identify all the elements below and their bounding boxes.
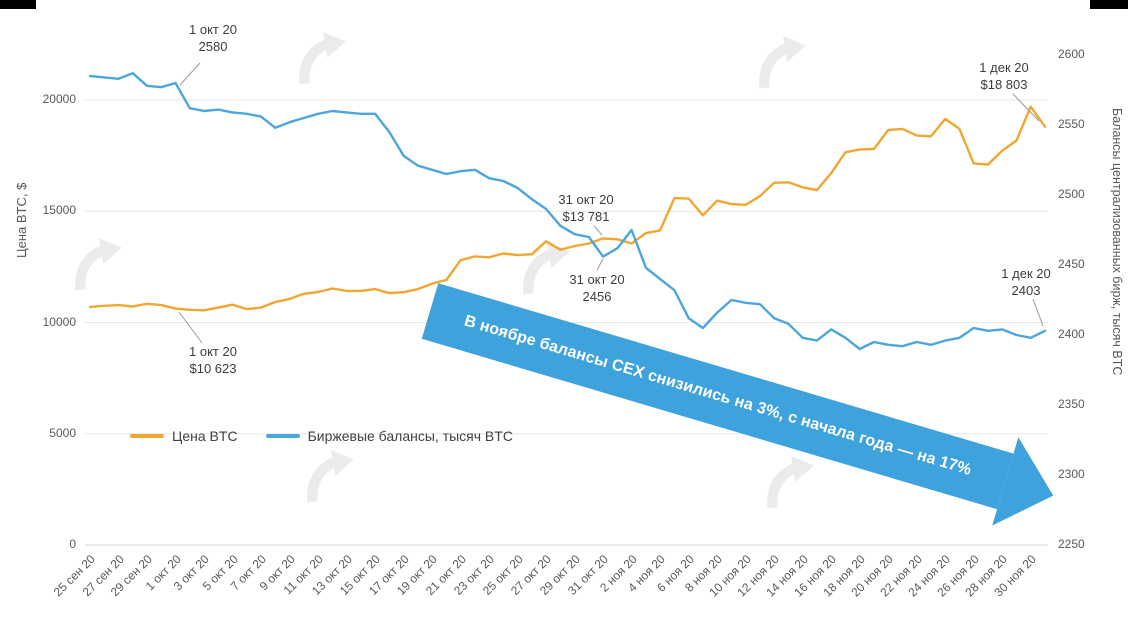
- annotation-date: 1 окт 20: [189, 22, 237, 37]
- annotation-value: 2403: [1011, 282, 1041, 298]
- series-line-balance: [88, 71, 1047, 351]
- right-axis-title: Балансы централизованных бирж, тысяч BTC: [1110, 108, 1124, 376]
- balance-series-swatch-icon: [265, 434, 300, 438]
- annotation-leader-line: [1032, 298, 1044, 327]
- annotation-date: 1 дек 20: [979, 60, 1029, 75]
- legend-label: Цена BTC: [172, 428, 238, 444]
- watermark-logo-icon: [748, 34, 810, 96]
- watermark-logo-icon: [512, 240, 574, 302]
- annotation-date: 1 окт 20: [189, 344, 237, 359]
- watermark-logo-icon: [296, 448, 358, 510]
- annotation-oct31-price: 31 окт 20 $13 781: [540, 192, 632, 226]
- annotation-value: $10 623: [189, 360, 237, 376]
- watermark-logo-icon: [64, 236, 126, 298]
- price-series-swatch-icon: [130, 434, 164, 438]
- annotation-value: $18 803: [980, 76, 1028, 92]
- annotation-date: 31 окт 20: [558, 192, 614, 207]
- letterbox-left: [0, 0, 36, 9]
- annotation-dec1-price: 1 дек 20 $18 803: [958, 60, 1050, 94]
- legend-item-balance: Биржевые балансы, тысяч BTC: [265, 428, 513, 444]
- annotation-oct1-balance: 1 окт 20 2580: [168, 22, 258, 56]
- annotation-leader-line: [593, 225, 603, 236]
- annotation-oct31-balance: 31 окт 20 2456: [551, 272, 643, 306]
- watermark-logo-icon: [756, 454, 818, 516]
- annotation-leader-line: [1012, 93, 1040, 122]
- annotation-date: 1 дек 20: [1001, 266, 1051, 281]
- annotation-leader-line: [596, 258, 604, 271]
- annotation-leader-line: [179, 62, 201, 86]
- annotation-value: $13 781: [562, 208, 610, 224]
- letterbox-right: [1090, 0, 1128, 9]
- annotation-oct1-price: 1 окт 20 $10 623: [168, 344, 258, 378]
- annotation-value: 2580: [198, 38, 228, 54]
- watermark-logo-icon: [288, 30, 350, 92]
- annotation-dec1-balance: 1 дек 20 2403: [980, 266, 1072, 300]
- annotation-leader-line: [178, 311, 203, 344]
- legend-label: Биржевые балансы, тысяч BTC: [307, 428, 513, 444]
- annotation-date: 31 окт 20: [569, 272, 625, 287]
- annotation-value: 2456: [582, 288, 612, 304]
- left-axis-title: Цена BTC, $: [14, 182, 29, 258]
- chart-legend: Цена BTC Биржевые балансы, тысяч BTC: [130, 428, 513, 444]
- series-line-price: [88, 105, 1047, 312]
- legend-item-price: Цена BTC: [130, 428, 238, 444]
